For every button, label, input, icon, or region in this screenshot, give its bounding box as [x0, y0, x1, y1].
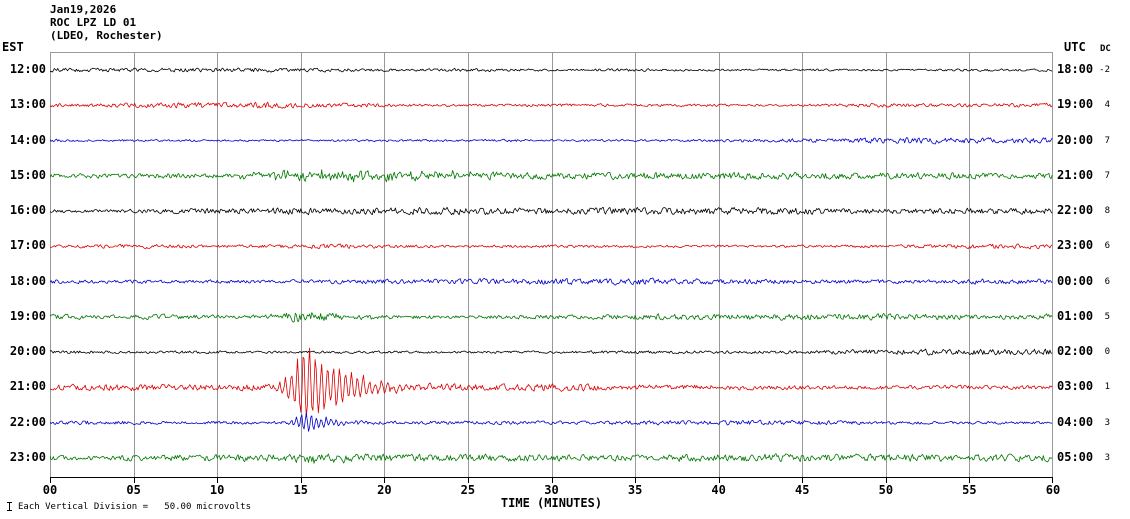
est-time-label: 12:00 [9, 62, 46, 76]
seismogram-trace-2000 [50, 348, 1053, 356]
x-tick-label: 60 [1045, 483, 1061, 497]
utc-time-label: 04:00 [1057, 414, 1094, 429]
dc-value-label: -2 [1099, 65, 1110, 75]
x-tick-label: 55 [962, 483, 977, 497]
dc-value-label: 6 [1104, 241, 1110, 252]
dc-value-label: 3 [1104, 417, 1110, 428]
dc-value-label: 5 [1104, 311, 1110, 322]
footer-scale-note: Each Vertical Division = 50.00 microvolt… [6, 501, 251, 512]
seismogram-trace-1500 [50, 169, 1053, 183]
x-tick-label: 40 [711, 483, 726, 497]
dc-value-label: 1 [1104, 382, 1110, 393]
x-tick-label: 25 [460, 483, 476, 497]
est-time-label: 15:00 [9, 167, 46, 182]
utc-time-label: 19:00 [1057, 97, 1094, 112]
header-date: Jan19,2026 [50, 3, 117, 16]
seismogram-trace-1300 [50, 101, 1053, 109]
x-tick-label: 50 [878, 483, 894, 497]
x-tick-label: 20 [377, 483, 392, 497]
x-tick-label: 05 [126, 483, 141, 497]
est-time-label: 16:00 [9, 203, 46, 218]
x-tick-label: 10 [209, 483, 225, 497]
seismogram-trace-1700 [50, 243, 1053, 250]
right-axis-title: UTC [1064, 40, 1086, 54]
dc-value-label: 3 [1104, 452, 1110, 463]
seismogram-trace-1800 [50, 277, 1053, 286]
dc-value-label: 7 [1104, 135, 1110, 146]
x-tick-label: 45 [795, 483, 810, 497]
est-time-label: 20:00 [9, 344, 46, 359]
utc-time-label: 00:00 [1057, 273, 1094, 288]
seismogram-trace-2100 [50, 347, 1053, 417]
x-tick-label: 15 [293, 483, 308, 497]
dc-value-label: 7 [1104, 170, 1110, 181]
x-axis-title: TIME (MINUTES) [500, 496, 603, 510]
scale-note-text: Each Vertical Division = 50.00 microvolt… [18, 501, 251, 512]
seismogram-trace-2200 [50, 412, 1053, 432]
utc-time-label: 01:00 [1057, 308, 1094, 323]
utc-time-label: 18:00 [1057, 62, 1094, 76]
dc-column-title: DC [1100, 44, 1111, 54]
est-time-label: 22:00 [9, 414, 46, 429]
x-tick-label: 30 [544, 483, 559, 497]
est-time-label: 19:00 [9, 308, 46, 323]
header-location: (LDEO, Rochester) [50, 29, 163, 42]
utc-time-label: 20:00 [1057, 132, 1094, 147]
utc-time-label: 23:00 [1057, 238, 1094, 253]
est-time-label: 23:00 [9, 449, 46, 464]
seismogram-trace-1600 [50, 206, 1053, 216]
est-time-label: 13:00 [9, 97, 46, 112]
dc-value-label: 4 [1104, 100, 1110, 111]
seismogram-trace-1200 [50, 67, 1053, 73]
x-tick-label: 35 [627, 483, 643, 497]
seismogram-trace-2300 [50, 453, 1053, 464]
est-time-label: 14:00 [9, 132, 46, 147]
header-station-code: ROC LPZ LD 01 [50, 16, 137, 29]
utc-time-label: 22:00 [1057, 203, 1094, 218]
dc-value-label: 0 [1104, 347, 1110, 358]
header: Jan19,2026 ROC LPZ LD 01 (LDEO, Rocheste… [50, 3, 163, 42]
est-time-label: 21:00 [9, 379, 46, 394]
est-time-label: 18:00 [9, 273, 46, 288]
seismogram-trace-1900 [50, 312, 1053, 323]
vertical-division-scale-icon [7, 502, 12, 511]
est-time-label: 17:00 [9, 238, 46, 253]
dc-value-label: 6 [1104, 276, 1110, 287]
utc-time-label: 21:00 [1057, 167, 1094, 182]
x-tick-label: 00 [42, 483, 58, 497]
utc-time-label: 02:00 [1057, 344, 1094, 359]
seismogram-plot [50, 52, 1053, 483]
utc-time-label: 05:00 [1057, 449, 1094, 464]
left-axis-title: EST [2, 40, 24, 54]
utc-time-label: 03:00 [1057, 379, 1094, 394]
dc-value-label: 8 [1104, 206, 1110, 217]
seismogram-trace-1400 [50, 136, 1053, 145]
